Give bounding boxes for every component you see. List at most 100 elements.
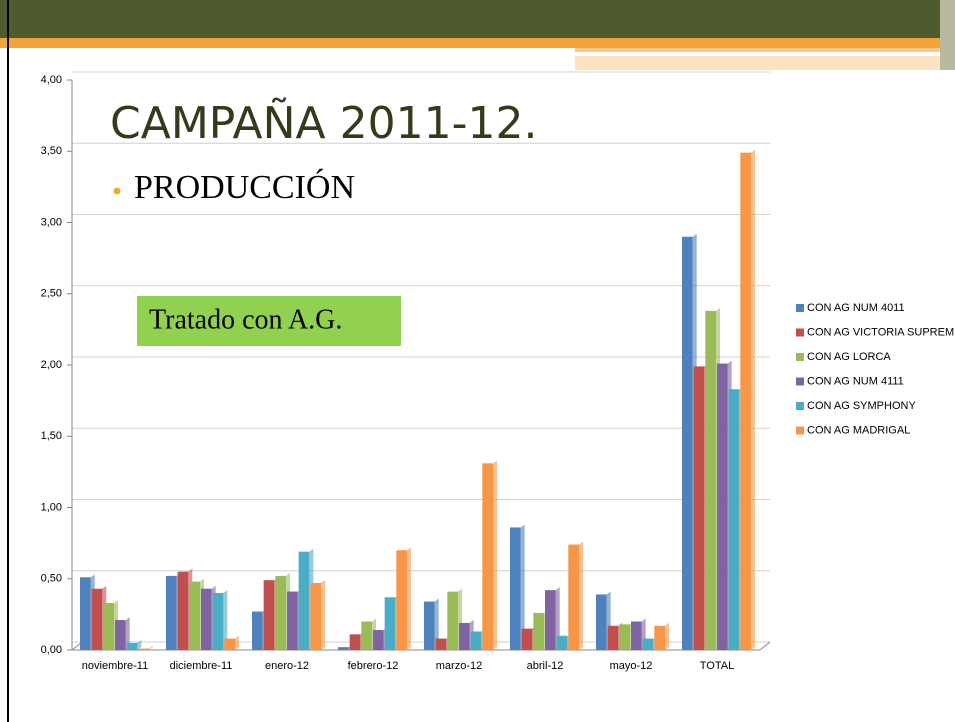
bar: [470, 631, 482, 650]
bar: [287, 591, 298, 650]
header-edge: [940, 0, 955, 70]
bar: [717, 363, 728, 650]
bar: [201, 588, 212, 650]
bar: [619, 624, 630, 650]
bar: [138, 648, 149, 650]
x-tick-label: TOTAL: [700, 660, 734, 672]
y-tick-label: 3,50: [41, 145, 62, 157]
bar: [80, 577, 91, 650]
x-tick-label: enero-12: [265, 660, 309, 672]
bar: [338, 647, 349, 650]
legend-swatch: [796, 377, 804, 386]
x-tick-label: febrero-12: [348, 660, 399, 672]
bar: [361, 621, 372, 650]
y-tick-label: 0,50: [41, 573, 62, 585]
bar: [510, 527, 521, 650]
x-tick-label: diciembre-11: [170, 660, 233, 672]
bar: [596, 594, 607, 650]
bar: [384, 597, 396, 650]
bar: [212, 593, 224, 650]
bar: [740, 152, 751, 651]
bar: [568, 544, 579, 650]
bar-side: [125, 617, 130, 650]
bar-side: [235, 635, 239, 650]
bar-side: [520, 524, 525, 650]
bar: [349, 634, 361, 650]
bar: [126, 642, 138, 650]
bar: [482, 463, 493, 650]
bar-side: [149, 645, 153, 650]
annotation-box: [137, 296, 401, 346]
x-tick-label: noviembre-11: [82, 660, 148, 672]
bar: [275, 575, 286, 650]
bar: [682, 236, 693, 650]
bar: [556, 635, 568, 650]
legend-swatch: [796, 328, 804, 337]
legend-label: CON AG NUM 4011: [807, 302, 905, 314]
bar-side: [579, 541, 583, 650]
bar: [310, 583, 321, 650]
bar: [642, 638, 654, 650]
bar-side: [751, 149, 755, 651]
x-axis-back: [759, 641, 771, 651]
slide-title: CAMPAÑA 2011-12.: [110, 97, 537, 149]
bar: [91, 588, 103, 650]
bar-side: [665, 622, 669, 650]
bar-side: [493, 460, 497, 650]
bar: [166, 575, 177, 650]
bar: [728, 389, 740, 650]
bar: [224, 638, 235, 650]
plot: 0,00 0,50 1,00 1,50 2,00 2,50 3,00 3,50 4,00 novi…: [41, 71, 954, 672]
slide-subtitle: PRODUCCIÓN: [134, 168, 355, 206]
bar: [459, 622, 470, 650]
bar: [252, 611, 263, 650]
x-tick-label: abril-12: [527, 660, 564, 672]
y-tick-label: 4,00: [41, 74, 62, 86]
y-tick-label: 2,00: [41, 359, 62, 371]
bar-side: [434, 598, 439, 650]
legend-label: CON AG MADRIGAL: [807, 424, 910, 436]
annotation: Tratado con A.G.: [149, 304, 342, 335]
bar: [447, 591, 458, 650]
bar-side: [555, 587, 560, 650]
bar-side: [407, 547, 411, 650]
y-tick-label: 2,50: [41, 288, 62, 300]
header-stripe-thin: [575, 48, 945, 52]
legend-label: CON AG LORCA: [807, 351, 891, 363]
bar-side: [137, 639, 142, 650]
bar: [693, 366, 705, 650]
bar: [607, 625, 619, 650]
x-tick-label: marzo-12: [436, 660, 482, 672]
bar: [177, 571, 189, 650]
legend-label: CON AG VICTORIA SUPREM: [807, 326, 954, 338]
bar: [654, 625, 665, 650]
legend-label: CON AG SYMPHONY: [807, 400, 916, 412]
header-stripe-light: [575, 56, 945, 70]
legend-swatch: [796, 402, 804, 410]
legend-swatch: [796, 304, 804, 312]
header-bar: [0, 0, 955, 38]
bar: [396, 550, 407, 650]
bar: [263, 580, 275, 650]
y-tick-label: 1,50: [41, 430, 62, 442]
y-tick-label: 3,00: [41, 216, 62, 228]
y-tick-label: 1,00: [41, 501, 62, 513]
bullet: [113, 187, 121, 195]
legend-swatch: [796, 353, 804, 361]
bar: [298, 551, 310, 650]
bar: [189, 581, 200, 650]
bar: [435, 638, 447, 650]
bar-side: [223, 590, 228, 650]
bar: [631, 621, 642, 650]
x-tick-label: mayo-12: [610, 660, 653, 672]
bar: [533, 612, 544, 650]
header-stripe: [0, 38, 955, 48]
bar: [115, 620, 126, 650]
bar: [424, 601, 435, 650]
bar: [705, 310, 716, 650]
bar-side: [321, 580, 325, 650]
bar: [545, 590, 556, 650]
bar: [103, 602, 114, 650]
